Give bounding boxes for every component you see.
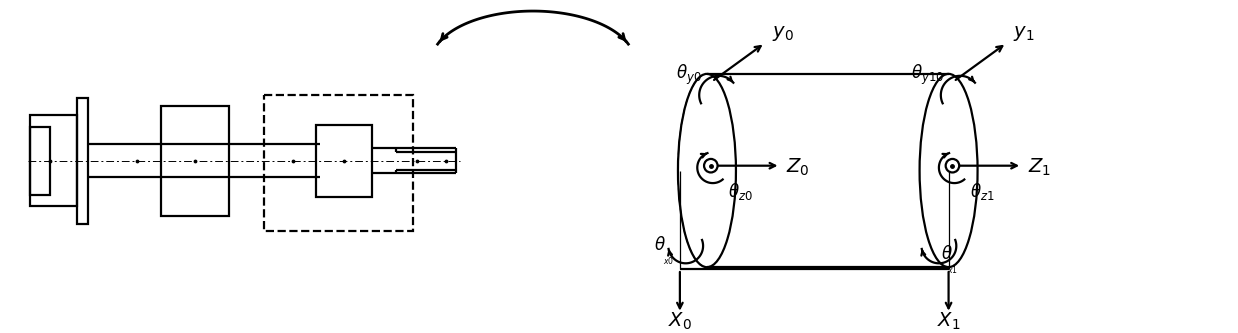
Text: $_{x0}$: $_{x0}$ [664, 255, 675, 267]
Bar [161, 106, 229, 216]
Text: $\theta$: $\theta$ [654, 236, 666, 254]
Text: $\theta$: $\theta$ [941, 245, 953, 263]
Text: $X_1$: $X_1$ [937, 311, 961, 332]
Circle shape [704, 159, 718, 172]
Bar [31, 116, 77, 206]
Text: $X_0$: $X_0$ [669, 311, 692, 332]
Text: $\theta_{z1}$: $\theta_{z1}$ [969, 180, 994, 201]
Text: $_{x1}$: $_{x1}$ [947, 265, 958, 277]
Bar [31, 127, 50, 195]
Text: $y_0$: $y_0$ [771, 24, 794, 43]
Bar [316, 125, 371, 196]
Text: $y_1$: $y_1$ [1014, 24, 1035, 43]
Text: $Z_1$: $Z_1$ [1028, 157, 1051, 178]
Text: $\theta_{z0}$: $\theta_{z0}$ [728, 180, 753, 201]
Circle shape [946, 159, 959, 172]
Bar [264, 95, 413, 231]
Bar [77, 98, 88, 224]
Text: $Z_0$: $Z_0$ [786, 157, 810, 178]
Text: $\theta_{y0}$: $\theta_{y0}$ [676, 63, 702, 87]
Text: $\theta_{y10}$: $\theta_{y10}$ [911, 63, 943, 87]
